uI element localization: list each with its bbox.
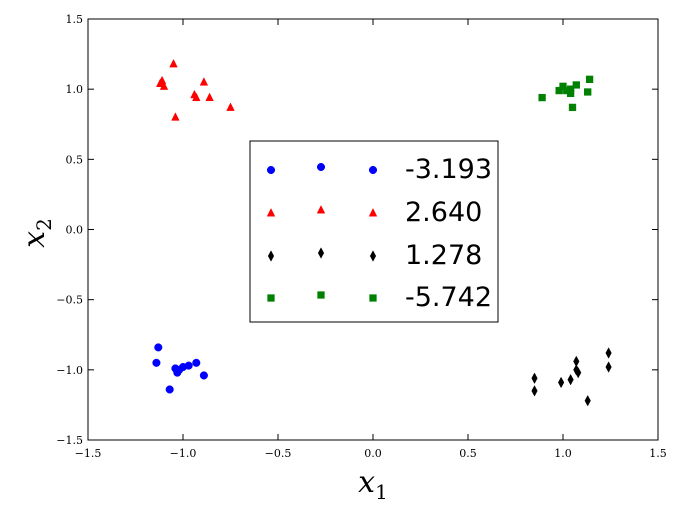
legend-label: -3.193 bbox=[405, 154, 492, 185]
y-tick-label: 0.0 bbox=[66, 224, 84, 237]
legend-marker bbox=[267, 250, 275, 262]
data-point-series-4 bbox=[566, 89, 575, 98]
data-point-series-1 bbox=[192, 358, 201, 367]
x-tick-label: 0.5 bbox=[459, 447, 477, 460]
y-axis-label: x2 bbox=[17, 218, 56, 248]
data-point-series-1 bbox=[152, 358, 161, 367]
data-point-series-2 bbox=[226, 102, 235, 111]
x-tick-label: −0.5 bbox=[265, 447, 292, 460]
data-point-series-3 bbox=[558, 376, 565, 389]
data-point-series-2 bbox=[199, 77, 209, 86]
legend-label: 2.640 bbox=[405, 197, 482, 228]
legend-marker bbox=[317, 247, 325, 259]
y-tick-label: 0.5 bbox=[66, 153, 84, 166]
legend-marker bbox=[369, 294, 377, 302]
data-point-series-3 bbox=[567, 373, 574, 386]
legend-marker bbox=[368, 165, 378, 175]
data-point-series-4 bbox=[568, 103, 577, 112]
data-point-series-2 bbox=[171, 112, 180, 121]
data-point-series-2 bbox=[205, 92, 214, 102]
y-tick-label: 1.0 bbox=[66, 83, 84, 96]
data-point-series-4 bbox=[559, 82, 567, 91]
y-tick-label: −0.5 bbox=[56, 294, 83, 307]
x-tick-label: −1.0 bbox=[170, 447, 197, 460]
legend-marker bbox=[317, 291, 325, 299]
legend-marker bbox=[267, 294, 275, 302]
x-tick-label: 1.0 bbox=[554, 447, 572, 460]
y-tick-label: −1.5 bbox=[56, 434, 83, 447]
data-point-series-4 bbox=[555, 86, 563, 95]
data-point-series-3 bbox=[531, 385, 538, 397]
data-point-series-4 bbox=[584, 88, 592, 96]
legend-marker bbox=[266, 208, 276, 217]
y-tick-label: 1.5 bbox=[66, 13, 84, 26]
legend-marker bbox=[369, 250, 377, 262]
data-point-series-3 bbox=[531, 372, 538, 384]
data-point-series-3 bbox=[605, 361, 612, 373]
data-point-series-2 bbox=[169, 58, 178, 68]
data-point-series-3 bbox=[575, 366, 582, 379]
data-point-series-1 bbox=[184, 361, 193, 370]
legend-marker bbox=[368, 208, 378, 217]
y-tick-label: −1.0 bbox=[56, 364, 83, 377]
legend: -3.193 2.640 1.278 -5.742 bbox=[266, 154, 492, 313]
legend-marker bbox=[266, 165, 276, 175]
data-point-series-3 bbox=[584, 394, 591, 407]
data-point-series-4 bbox=[585, 75, 594, 83]
x-tick-label: −1.5 bbox=[75, 447, 102, 460]
legend-label: -5.742 bbox=[405, 282, 492, 313]
data-points bbox=[152, 58, 612, 407]
data-point-series-4 bbox=[538, 93, 546, 102]
data-point-series-2 bbox=[190, 89, 199, 99]
x-axis-label: x1 bbox=[358, 465, 388, 504]
data-point-series-1 bbox=[165, 385, 174, 394]
axis-ticks: −1.5 −1.0 −0.5 0.0 0.5 1.0 1.5 −1.5 −1.0 −0.5 0.0 0… bbox=[56, 13, 666, 460]
x-tick-label: 1.5 bbox=[649, 447, 667, 460]
data-point-series-1 bbox=[199, 371, 208, 380]
x-tick-label: 0.0 bbox=[364, 447, 382, 460]
legend-marker bbox=[316, 205, 326, 214]
legend-marker bbox=[316, 162, 326, 172]
data-point-series-3 bbox=[605, 347, 612, 359]
data-point-series-2 bbox=[159, 81, 169, 90]
data-point-series-1 bbox=[154, 343, 163, 352]
data-point-series-4 bbox=[572, 81, 580, 89]
legend-label: 1.278 bbox=[405, 240, 482, 271]
